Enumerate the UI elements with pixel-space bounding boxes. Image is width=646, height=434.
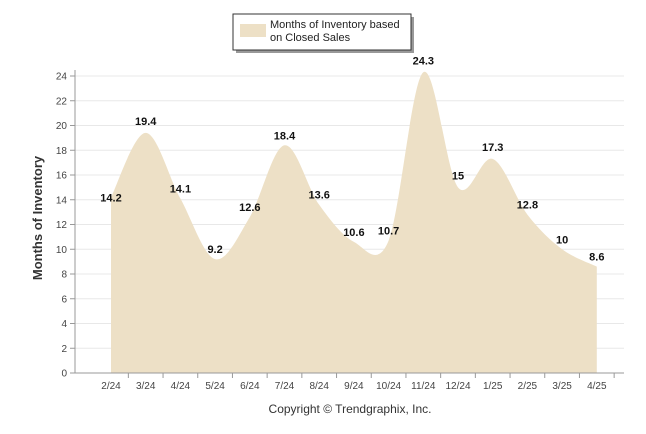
y-tick-label: 18 bbox=[56, 146, 68, 157]
data-label: 14.1 bbox=[170, 184, 191, 196]
y-tick-label: 20 bbox=[56, 121, 68, 132]
data-label: 24.3 bbox=[413, 55, 434, 67]
legend-label-line-2: on Closed Sales bbox=[270, 32, 351, 44]
x-tick-label: 1/25 bbox=[483, 381, 503, 392]
data-labels: 14.2 19.4 14.1 9.2 12.6 18.4 13.6 10.6 10.7 24.3 1… bbox=[100, 55, 604, 263]
axes bbox=[74, 70, 624, 374]
y-tick-label: 16 bbox=[56, 171, 68, 182]
legend: Months of Inventory based on Closed Sale… bbox=[232, 13, 414, 53]
x-tick-label: 9/24 bbox=[344, 381, 364, 392]
y-tick-label: 4 bbox=[61, 319, 67, 330]
data-label: 10 bbox=[556, 234, 568, 246]
y-tick-label: 12 bbox=[56, 220, 68, 231]
data-label: 12.6 bbox=[239, 202, 260, 214]
legend-swatch bbox=[240, 24, 266, 37]
y-tick-label: 8 bbox=[61, 270, 67, 281]
x-tick-label: 2/24 bbox=[101, 381, 121, 392]
y-tick-label: 24 bbox=[56, 72, 68, 83]
data-label: 8.6 bbox=[589, 252, 604, 264]
y-tick-label: 6 bbox=[61, 294, 67, 305]
x-tick-label: 4/24 bbox=[171, 381, 191, 392]
y-tick-label: 2 bbox=[61, 344, 67, 355]
copyright-text: Copyright © Trendgraphix, Inc. bbox=[269, 402, 432, 416]
data-label: 10.6 bbox=[343, 227, 364, 239]
x-tick-label: 5/24 bbox=[205, 381, 225, 392]
data-label: 18.4 bbox=[274, 130, 296, 142]
y-tick-label: 10 bbox=[56, 245, 68, 256]
legend-label-line-1: Months of Inventory based bbox=[270, 19, 400, 31]
x-tick-label: 12/24 bbox=[445, 381, 470, 392]
x-tick-label: 4/25 bbox=[587, 381, 607, 392]
x-tick-label: 3/25 bbox=[552, 381, 572, 392]
data-label: 12.8 bbox=[517, 200, 538, 212]
x-tick-labels: 2/24 3/24 4/24 5/24 6/24 7/24 8/24 9/24 10/24 11/… bbox=[101, 373, 615, 392]
x-tick-label: 7/24 bbox=[275, 381, 295, 392]
y-tick-label: 14 bbox=[56, 195, 68, 206]
y-axis-label: Months of Inventory bbox=[30, 155, 45, 280]
x-tick-label: 10/24 bbox=[376, 381, 401, 392]
data-label: 14.2 bbox=[100, 192, 121, 204]
x-tick-label: 3/24 bbox=[136, 381, 156, 392]
y-tick-label: 0 bbox=[61, 369, 67, 380]
data-label: 19.4 bbox=[135, 116, 157, 128]
data-label: 9.2 bbox=[207, 244, 222, 256]
y-tick-label: 22 bbox=[56, 96, 68, 107]
x-tick-label: 11/24 bbox=[411, 381, 436, 392]
data-label: 17.3 bbox=[482, 142, 503, 154]
series-area bbox=[111, 71, 597, 374]
data-label: 13.6 bbox=[308, 190, 329, 202]
x-tick-label: 6/24 bbox=[240, 381, 260, 392]
x-tick-label: 8/24 bbox=[309, 381, 329, 392]
x-tick-label: 2/25 bbox=[518, 381, 538, 392]
data-label: 15 bbox=[452, 170, 464, 182]
data-label: 10.7 bbox=[378, 226, 399, 238]
